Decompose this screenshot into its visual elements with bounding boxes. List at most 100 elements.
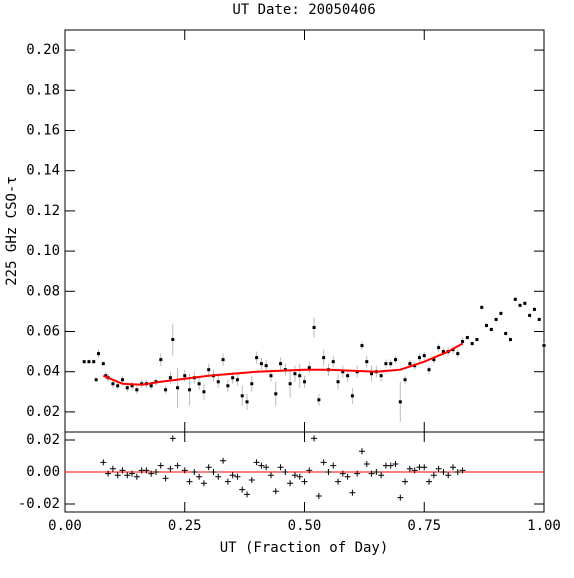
residual-point: [253, 459, 260, 466]
residual-point: [174, 462, 181, 469]
data-point: [528, 313, 532, 317]
residual-point: [210, 469, 217, 475]
data-point: [389, 362, 393, 366]
data-point: [365, 360, 369, 364]
residual-point: [277, 464, 284, 471]
data-point: [427, 368, 431, 372]
residual-point: [248, 477, 255, 483]
residual-point: [320, 459, 327, 466]
residual-point: [349, 489, 356, 496]
residual-point: [311, 435, 318, 442]
data-point: [135, 388, 139, 392]
x-axis-label: UT (Fraction of Day): [220, 540, 389, 556]
data-point: [207, 368, 211, 372]
data-point: [489, 327, 493, 331]
data-point: [336, 380, 340, 384]
data-point: [307, 366, 311, 370]
data-point: [231, 376, 235, 380]
residual-point: [301, 478, 308, 485]
residual-point: [267, 472, 274, 479]
y-tick-label: 0.10: [26, 243, 60, 259]
residual-point: [344, 473, 351, 480]
residual-point: [186, 478, 193, 485]
data-point: [171, 338, 175, 342]
data-point: [149, 384, 153, 388]
residual-point: [435, 465, 442, 472]
data-point: [398, 400, 402, 404]
data-point: [235, 378, 239, 382]
residual-point: [282, 469, 289, 475]
data-point: [221, 358, 225, 362]
residual-point: [143, 467, 150, 474]
residual-point: [368, 470, 375, 477]
data-point: [532, 307, 536, 311]
data-point: [216, 380, 220, 384]
residual-point: [153, 469, 160, 475]
y-tick-label: 0.14: [26, 163, 60, 179]
data-point: [202, 390, 206, 394]
data-point: [176, 386, 180, 390]
y-tick-label: 0.18: [26, 82, 60, 98]
residual-point: [426, 478, 433, 485]
residual-point: [411, 467, 418, 474]
data-point: [461, 340, 465, 344]
residual-point: [239, 486, 246, 493]
data-point: [303, 380, 306, 384]
data-point: [188, 388, 192, 392]
data-point: [255, 356, 259, 360]
residual-point: [392, 461, 399, 467]
residual-point: [430, 472, 437, 479]
data-point: [456, 352, 460, 356]
residual-point: [215, 473, 222, 480]
data-point: [384, 362, 388, 366]
data-point: [537, 317, 541, 321]
y-tick-label: 0.20: [26, 42, 60, 58]
data-point: [470, 342, 474, 346]
data-point: [331, 360, 335, 364]
data-point: [87, 360, 91, 364]
residual-point: [114, 472, 121, 479]
residual-point: [378, 472, 385, 479]
residual-point: [162, 475, 169, 482]
residual-point: [124, 472, 131, 479]
residual-point: [157, 462, 164, 469]
residual-point: [335, 478, 342, 485]
residual-point: [100, 459, 107, 466]
x-tick-label: 0.25: [168, 518, 202, 534]
data-point: [437, 346, 441, 350]
data-point: [130, 384, 134, 388]
data-point: [168, 376, 172, 380]
residual-point: [169, 435, 176, 442]
residual-point: [229, 472, 236, 479]
residual-point: [148, 470, 155, 477]
data-point: [518, 303, 522, 307]
data-point: [279, 362, 283, 366]
residual-point: [234, 473, 241, 480]
fit-line: [102, 342, 464, 386]
data-point: [480, 305, 484, 309]
data-point: [293, 372, 297, 376]
data-point: [465, 336, 469, 340]
residual-point: [330, 462, 337, 469]
data-point: [475, 338, 479, 342]
y-tick-label: 0.04: [26, 364, 60, 380]
x-tick-label: 0.75: [407, 518, 441, 534]
y-tick-label: 0.12: [26, 203, 60, 219]
residual-point: [133, 473, 140, 480]
residual-point: [258, 462, 265, 469]
residual-point: [205, 464, 212, 471]
y-tick-label: 0.08: [26, 283, 60, 299]
data-point: [317, 398, 321, 402]
data-point: [542, 344, 546, 348]
data-point: [269, 374, 273, 378]
residual-point: [373, 469, 380, 475]
data-point: [116, 384, 120, 388]
residual-point: [109, 465, 116, 472]
data-point: [101, 362, 105, 366]
data-point: [441, 350, 445, 354]
data-point: [240, 394, 244, 398]
data-point: [259, 362, 263, 366]
data-point: [394, 358, 398, 362]
data-point: [341, 370, 345, 374]
